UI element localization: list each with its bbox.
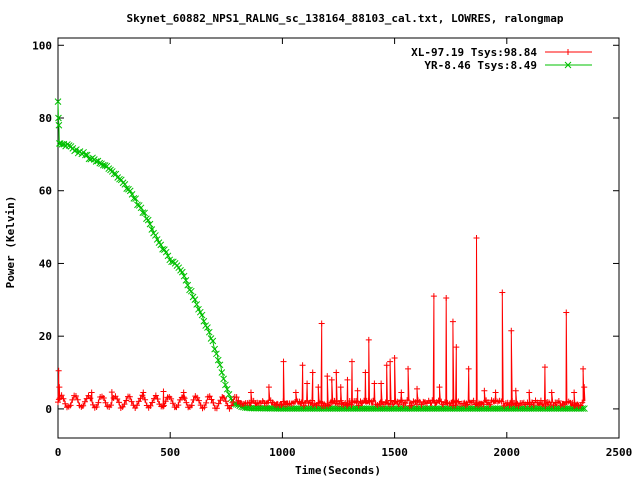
- x-axis-label: Time(Seconds): [295, 464, 381, 477]
- y-axis-label: Power (Kelvin): [4, 196, 17, 289]
- series-markers: [54, 98, 588, 412]
- legend-marker-1: [564, 61, 572, 69]
- series-markers: [55, 235, 588, 412]
- x-tick-label: 2000: [494, 446, 521, 459]
- y-tick-label: 80: [39, 112, 52, 125]
- x-axis: 0 500 1000 1500 2000 2500: [55, 38, 633, 459]
- series-0: [55, 235, 588, 412]
- y-tick-label: 20: [39, 330, 52, 343]
- series-1: [54, 98, 588, 412]
- x-tick-label: 1500: [381, 446, 408, 459]
- y-tick-label: 100: [32, 39, 52, 52]
- y-tick-label: 0: [45, 403, 52, 416]
- legend-label-0: XL-97.19 Tsys:98.84: [411, 46, 537, 59]
- y-tick-label: 40: [39, 257, 52, 270]
- plot-border: [57, 37, 620, 439]
- x-tick-label: 0: [55, 446, 62, 459]
- y-tick-label: 60: [39, 185, 52, 198]
- x-tick-label: 1000: [269, 446, 296, 459]
- chart-title: Skynet_60882_NPS1_RALNG_sc_138164_88103_…: [126, 12, 563, 25]
- legend-marker-0: [565, 49, 571, 55]
- y-axis: 0 20 40 60 80 100: [32, 39, 619, 416]
- x-tick-label: 500: [160, 446, 180, 459]
- plot-frame: [57, 37, 620, 439]
- legend-label-1: YR-8.46 Tsys:8.49: [424, 59, 537, 72]
- x-tick-label: 2500: [606, 446, 633, 459]
- series-layer: [54, 98, 588, 412]
